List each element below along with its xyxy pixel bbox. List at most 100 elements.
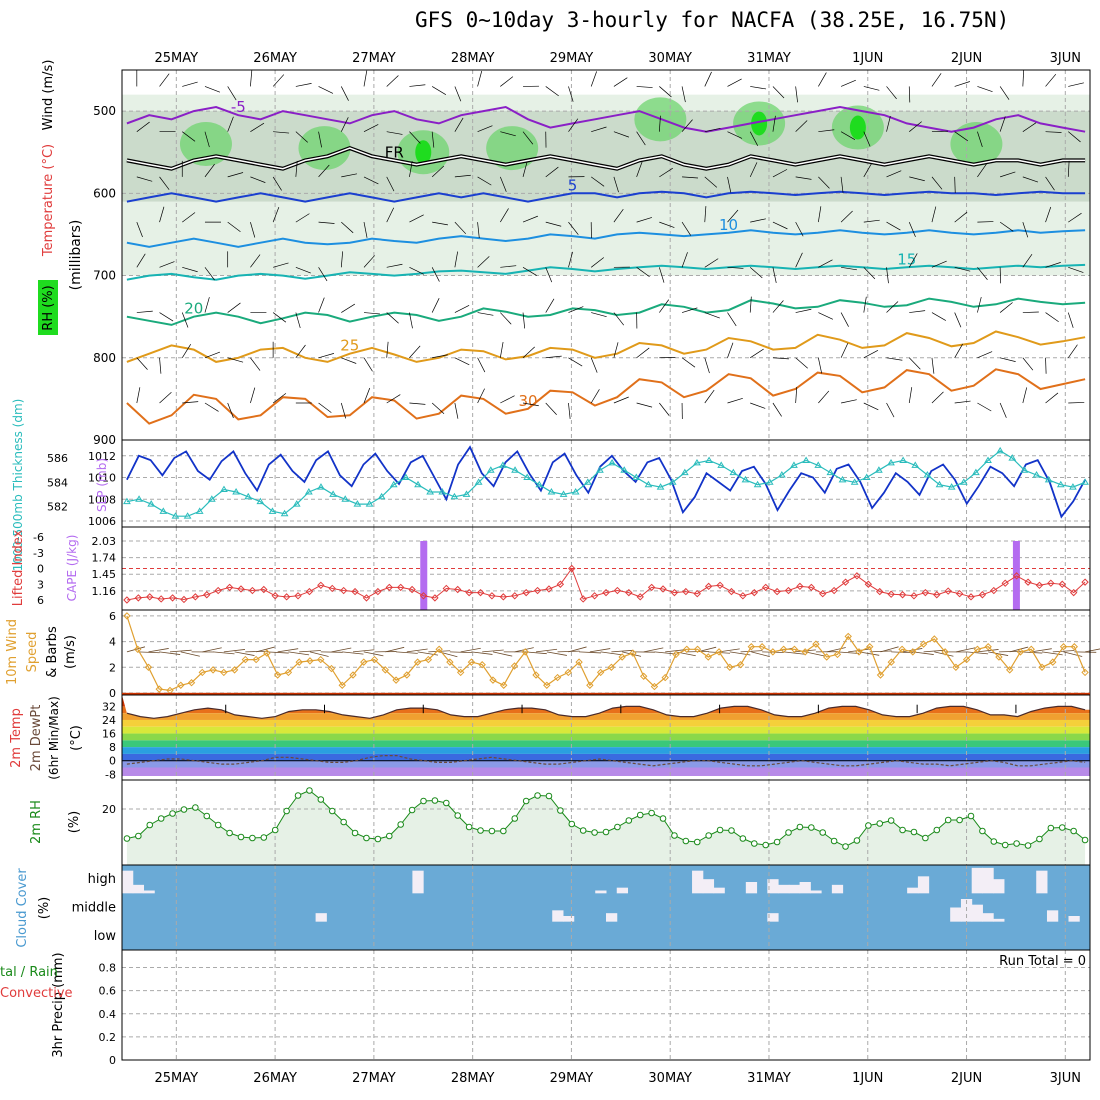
rh2m-marker — [477, 827, 484, 834]
lifted-index-marker — [157, 595, 165, 603]
wind-speed-marker — [327, 664, 336, 673]
pressure-tick-label: 600 — [93, 186, 116, 200]
rh2m-marker — [374, 835, 382, 843]
wind-speed-marker — [715, 648, 723, 656]
lifted-index-marker — [921, 588, 930, 597]
wind-barb — [159, 392, 172, 404]
wind-barb — [454, 402, 459, 419]
thickness-marker — [1008, 454, 1017, 461]
wind-barb — [309, 651, 329, 657]
temp-unit-label: (°C) — [69, 725, 84, 751]
cloud-bar-middle — [1046, 910, 1059, 922]
thickness-marker — [402, 473, 410, 480]
isotherm-label: -5 — [231, 98, 246, 116]
wind-tick-label: 4 — [109, 636, 116, 649]
cloud-bar-high — [692, 870, 704, 894]
lifted-index-marker — [716, 581, 724, 590]
wind-speed-marker — [995, 653, 1003, 661]
lifted-index-marker — [1001, 579, 1009, 587]
wind-barb — [795, 120, 808, 132]
wind-speed-marker — [629, 649, 637, 657]
wind-barb — [341, 221, 354, 234]
wind-speed-marker — [887, 658, 895, 666]
lifted-index-marker — [602, 588, 610, 597]
lifted-index-marker — [887, 590, 895, 598]
rh2m-marker — [853, 837, 861, 844]
wind-barb — [954, 211, 968, 223]
lifted-index-marker — [773, 587, 781, 596]
date-label-top: 27MAY — [352, 51, 396, 66]
temp-color-band — [122, 753, 1090, 761]
date-label-top: 3JUN — [1050, 51, 1081, 66]
wind-barb — [522, 161, 528, 177]
wind-barb — [818, 259, 833, 268]
wind-speed-marker — [693, 645, 702, 653]
wind-barb — [590, 357, 598, 373]
cloud-bar-high — [982, 867, 994, 894]
lifted-index-marker — [864, 580, 873, 588]
precip-tick-label: 0.6 — [99, 985, 117, 998]
wind-barb — [772, 221, 788, 230]
wind-speed-marker — [553, 673, 562, 682]
wind-barb — [568, 357, 583, 367]
date-label-top: 29MAY — [550, 51, 594, 66]
thickness-marker — [171, 512, 180, 519]
lifted-index-marker — [362, 594, 371, 602]
wind-barb — [295, 160, 298, 177]
wind-barb — [1045, 206, 1052, 223]
wind-barb — [568, 646, 587, 653]
pressure-tick-label: 500 — [93, 104, 116, 118]
cloud-bar-middle — [552, 910, 564, 922]
wind-barb — [499, 341, 504, 358]
wind-barb — [912, 651, 934, 655]
wind-tick-label: 0 — [109, 687, 116, 700]
isotherm-label: 10 — [719, 216, 738, 234]
wind-barb — [227, 402, 234, 419]
wind-barb — [704, 389, 715, 404]
wind-barb — [431, 298, 440, 313]
thickness-marker — [620, 466, 629, 473]
temp-area-mask — [122, 695, 1090, 719]
wind-speed-marker — [360, 658, 368, 666]
wind-speed-marker — [273, 671, 282, 679]
thickness-marker — [935, 480, 944, 488]
wind-barb — [1022, 311, 1039, 313]
lifted-index-marker — [727, 587, 736, 596]
cloud-bar-middle — [982, 913, 994, 922]
wind-barb — [250, 222, 256, 238]
wind-barb — [954, 266, 971, 272]
thickness-marker — [365, 500, 374, 507]
wind-barb — [908, 86, 911, 103]
rh2m-marker — [306, 787, 313, 794]
wind-barb — [250, 122, 265, 132]
lifted-index-marker — [260, 585, 268, 594]
lifted-index-marker — [225, 583, 234, 592]
wind-barb — [977, 267, 988, 280]
rh2m-marker — [465, 823, 473, 831]
wind-barb — [159, 206, 165, 223]
wind-speed-marker — [403, 671, 411, 679]
wind-barb — [841, 266, 857, 271]
wind-speed-marker — [252, 655, 260, 664]
wind-barb — [977, 649, 999, 653]
rh2m-marker — [648, 809, 655, 817]
wind-barb — [772, 115, 776, 132]
wind-speed-marker — [672, 650, 680, 659]
lifted-index-marker — [625, 588, 633, 597]
wind-barb — [137, 651, 160, 654]
lifted-index-marker — [180, 595, 188, 604]
rh2m-marker — [739, 835, 747, 842]
wind-barb — [454, 117, 464, 132]
wind-speed-marker — [1081, 668, 1089, 677]
lifted-index-marker — [830, 586, 838, 595]
rh2m-marker — [1047, 824, 1055, 832]
precip-convective-label: Convective — [0, 986, 73, 1001]
wind-barb — [1068, 212, 1082, 223]
thickness-marker — [474, 478, 483, 485]
wind-barb — [704, 127, 721, 133]
wind-barb — [863, 86, 880, 91]
lifted-index-marker — [1069, 588, 1078, 597]
wind-barb — [727, 209, 739, 223]
cloud-bar-high — [810, 890, 822, 894]
wind-barb — [342, 651, 364, 655]
